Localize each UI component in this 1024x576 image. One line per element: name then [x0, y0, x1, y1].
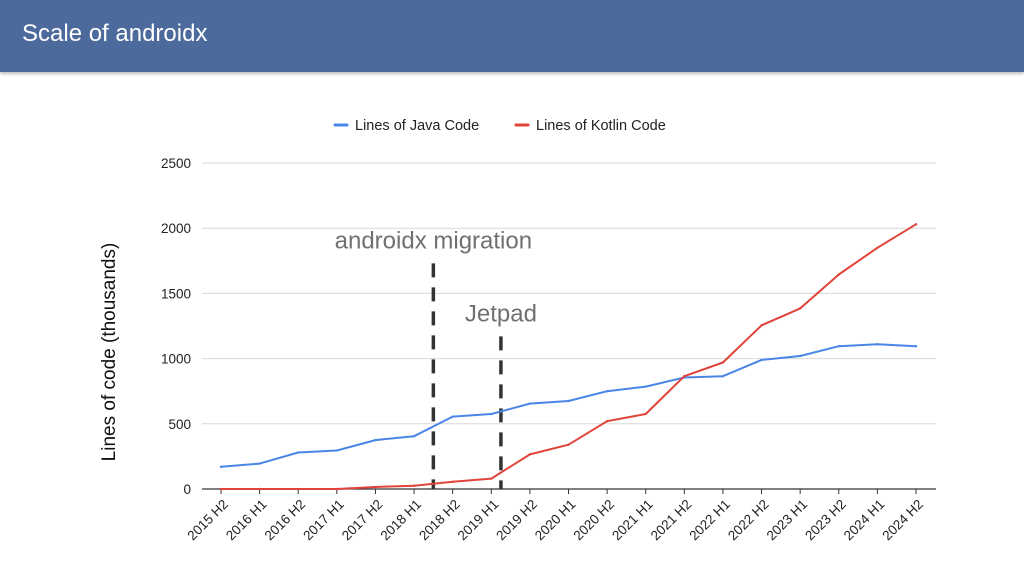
data-point [876, 246, 879, 249]
x-tick-label: 2022 H1 [686, 497, 733, 544]
data-point [837, 273, 840, 276]
data-point [876, 343, 879, 346]
x-tick-label: 2020 H1 [532, 497, 579, 544]
data-point [760, 324, 763, 327]
data-point [914, 223, 918, 226]
data-point [605, 390, 609, 393]
data-point [683, 375, 686, 378]
x-tick-label: 2017 H1 [300, 497, 347, 544]
x-tick-label: 2023 H1 [764, 497, 811, 544]
data-point [412, 484, 416, 487]
data-point [412, 434, 416, 438]
data-point [721, 361, 725, 364]
x-tick-label: 2020 H2 [571, 497, 618, 544]
x-tick-label: 2017 H2 [339, 497, 386, 544]
y-tick-label: 2000 [161, 221, 191, 236]
data-point [258, 487, 261, 491]
data-point [760, 358, 763, 362]
x-tick-label: 2021 H1 [609, 497, 656, 544]
series [219, 223, 918, 491]
x-tick-label: 2016 H1 [223, 497, 270, 544]
data-point [335, 487, 339, 491]
annotation-label: Jetpad [465, 300, 537, 327]
data-point [490, 412, 493, 416]
data-point [605, 419, 609, 423]
data-point [335, 449, 339, 452]
legend-label: Lines of Java Code [355, 118, 479, 134]
y-tick-label: 0 [183, 482, 191, 497]
data-point [451, 415, 454, 418]
data-point [297, 451, 300, 454]
data-point [374, 485, 377, 489]
data-point [258, 462, 261, 465]
series-line-kotlin [220, 223, 917, 490]
x-tick-label: 2022 H2 [725, 497, 772, 544]
x-tick-label: 2023 H2 [802, 497, 849, 544]
grid [202, 162, 936, 490]
data-point [297, 487, 300, 491]
annotations: androidx migration Jetpad [335, 227, 537, 489]
data-point [528, 453, 532, 456]
y-tick-label: 500 [168, 417, 191, 432]
data-point [374, 438, 377, 442]
data-point [644, 412, 647, 416]
y-axis-title: Lines of code (thousands) [99, 243, 120, 462]
x-tick-label: 2024 H1 [841, 497, 888, 544]
x-tick-label: 2019 H2 [493, 497, 540, 544]
data-point [644, 385, 647, 388]
data-point [219, 465, 223, 469]
data-point [837, 345, 840, 348]
y-tick-label: 1000 [161, 352, 191, 367]
x-tick-label: 2024 H2 [879, 497, 926, 544]
slide-title: Scale of androidx [22, 20, 208, 47]
x-tick-label: 2018 H1 [377, 497, 424, 544]
data-point [219, 487, 223, 491]
data-point [567, 399, 570, 403]
data-point [567, 443, 570, 446]
y-tick-label: 2500 [161, 156, 191, 171]
x-tick-label: 2018 H2 [416, 497, 463, 544]
data-point [721, 375, 725, 378]
data-point [451, 480, 454, 484]
x-tick-label: 2021 H2 [648, 497, 695, 544]
y-tick-label: 1500 [161, 286, 191, 301]
legend-label: Lines of Kotlin Code [536, 118, 666, 134]
data-point [528, 402, 532, 405]
x-tick-label: 2015 H2 [184, 497, 231, 544]
data-point [914, 345, 918, 348]
data-point [798, 307, 802, 310]
x-tick-label: 2019 H1 [455, 497, 502, 544]
x-tick-label: 2016 H2 [262, 497, 309, 544]
annotation-label: androidx migration [335, 227, 532, 254]
y-axis-ticks: 0 500 1000 1500 2000 2500 [161, 156, 191, 497]
data-point [490, 477, 493, 480]
series-line-java [220, 343, 917, 468]
legend: Lines of Java Code Lines of Kotlin Code [333, 118, 666, 134]
data-point [798, 354, 802, 358]
title-bar: Scale of androidx [0, 0, 1024, 72]
